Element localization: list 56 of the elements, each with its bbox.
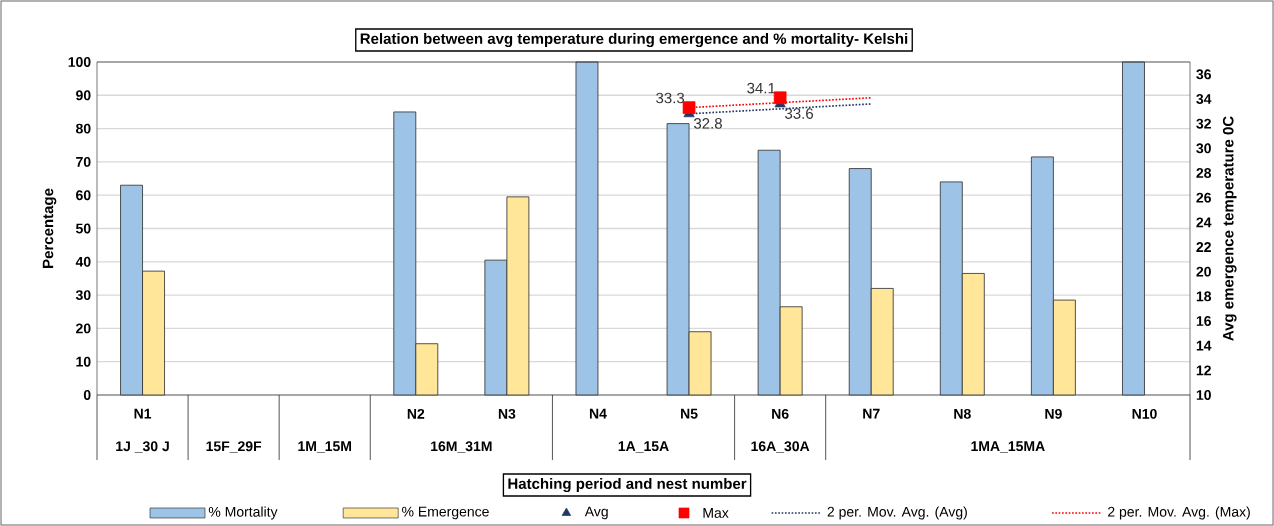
legend-label: % Mortality xyxy=(208,506,278,520)
y-tick-label: 20 xyxy=(76,323,91,334)
y2-tick-label: 32 xyxy=(1196,118,1211,129)
text: 15F_29F xyxy=(206,441,262,453)
y2-axis-title: Avg emergence temperature 0C xyxy=(1222,116,1237,341)
y2-tick-label: 34 xyxy=(1196,94,1212,104)
y2-tick-label: 36 xyxy=(1196,69,1211,80)
data-label: 33.6 xyxy=(785,108,814,119)
x-tick-label: N8 xyxy=(954,408,971,419)
y-tick-label: 80 xyxy=(75,123,91,134)
legend-label: 2 per. Mov. Avg. (Max) xyxy=(1108,506,1250,520)
text: 1MA_15MA xyxy=(971,441,1045,453)
y2-tick-label: 24 xyxy=(1196,217,1212,228)
x-tick-label: N10 xyxy=(1132,408,1157,419)
y2-tick-label: 22 xyxy=(1196,242,1211,252)
y-tick-label: 70 xyxy=(76,156,91,167)
data-label: 32.8 xyxy=(693,118,722,129)
legend-label: % Emergence xyxy=(402,506,489,520)
y2-tick-label: 12 xyxy=(1196,365,1211,376)
text: 16A_30A xyxy=(751,441,810,453)
legend-label: Max xyxy=(703,508,729,518)
text: 16M_31M xyxy=(431,441,492,453)
x-axis-title: Hatching period and nest number xyxy=(508,477,747,493)
legend-label: Avg xyxy=(584,506,608,520)
y-tick-label: 100 xyxy=(68,57,91,67)
y2-tick-label: 30 xyxy=(1196,143,1211,154)
y-tick-label: 90 xyxy=(76,90,91,101)
x-tick-label: N2 xyxy=(407,408,425,419)
y-tick-label: 30 xyxy=(75,290,91,301)
y-tick-label: 50 xyxy=(75,223,91,234)
y-tick-label: 60 xyxy=(76,190,91,201)
y-tick-label: 10 xyxy=(76,356,91,367)
y2-tick-label: 10 xyxy=(1196,390,1211,400)
y2-tick-label: 14 xyxy=(1196,340,1212,351)
y-tick-label: 40 xyxy=(75,256,91,267)
x-tick-label: N3 xyxy=(498,408,516,419)
y2-tick-label: 20 xyxy=(1196,266,1211,277)
text: 1A_15A xyxy=(618,441,669,453)
y-tick-label: 0 xyxy=(83,390,91,400)
y2-tick-label: 26 xyxy=(1196,192,1211,203)
x-tick-label: N1 xyxy=(134,408,152,419)
y2-tick-label: 18 xyxy=(1196,291,1212,302)
legend-label: 2 per. Mov. Avg. (Avg) xyxy=(827,506,967,520)
x-tick-label: N4 xyxy=(589,408,607,419)
x-tick-label: N6 xyxy=(772,408,789,419)
text: 1M_15M xyxy=(298,441,352,453)
y2-tick-label: 28 xyxy=(1196,168,1212,178)
x-tick-label: N5 xyxy=(681,408,698,419)
chart-title: Relation between avg temperature during emergence and % mortality- Kelshi xyxy=(360,32,908,48)
y-axis-title: Percentage xyxy=(42,188,57,268)
text: 1J _30 J xyxy=(116,441,169,453)
x-tick-label: N9 xyxy=(1045,408,1062,419)
data-label: 33.3 xyxy=(656,92,685,104)
data-label: 34.1 xyxy=(747,82,776,94)
x-tick-label: N7 xyxy=(863,408,880,419)
y2-tick-label: 16 xyxy=(1196,316,1211,326)
